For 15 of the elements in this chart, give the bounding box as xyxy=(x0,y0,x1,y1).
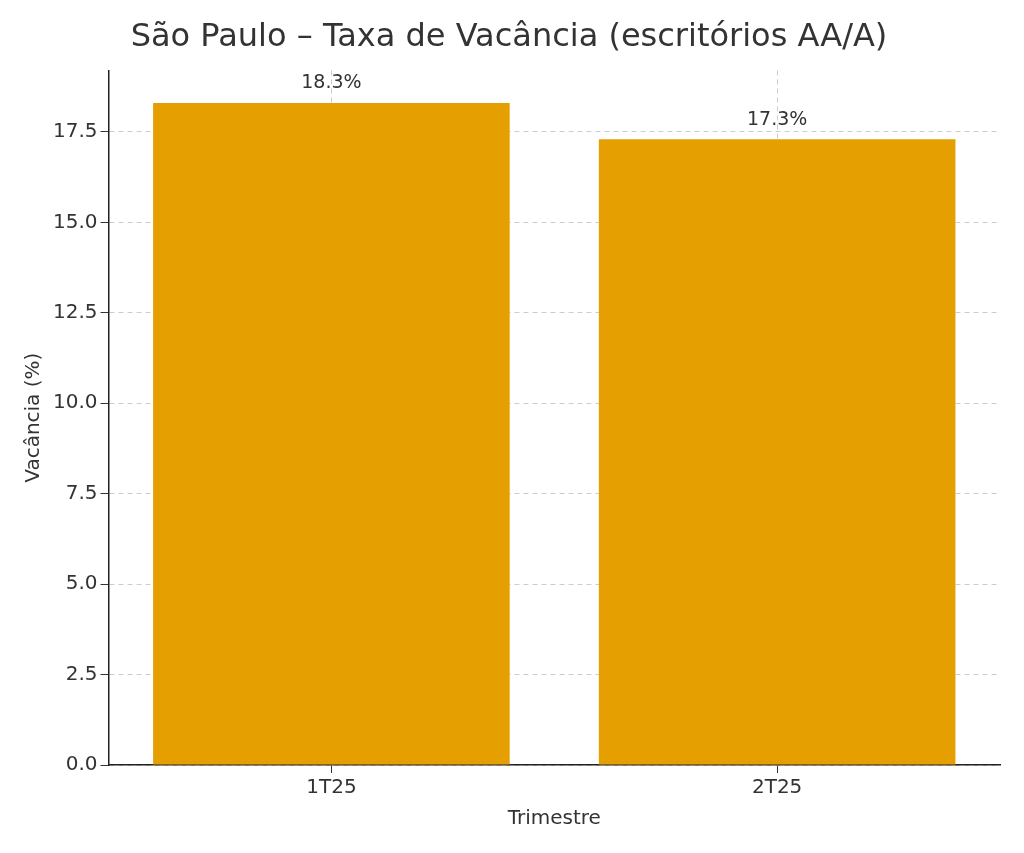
y-tick-label: 17.5 xyxy=(53,118,98,143)
y-tick-label: 12.5 xyxy=(53,298,98,323)
y-tick-label: 5.0 xyxy=(65,570,98,595)
y-tick-label: 10.0 xyxy=(53,389,98,414)
y-tick-label: 2.5 xyxy=(65,660,98,685)
data-label: 17.3% xyxy=(746,106,808,129)
y-tick-label: 15.0 xyxy=(53,208,98,233)
y-axis-title: Vacância (%) xyxy=(20,352,45,483)
x-tick-label: 1T25 xyxy=(306,774,357,799)
y-tick-label: 0.0 xyxy=(65,751,98,776)
chart-title: São Paulo – Taxa de Vacância (escritórios AA/A) xyxy=(130,15,888,54)
x-tick-label: 2T25 xyxy=(751,774,803,799)
y-tick-label: 7.5 xyxy=(65,479,98,504)
x-axis-title: Trimestre xyxy=(506,805,601,830)
data-label: 18.3% xyxy=(301,70,362,93)
